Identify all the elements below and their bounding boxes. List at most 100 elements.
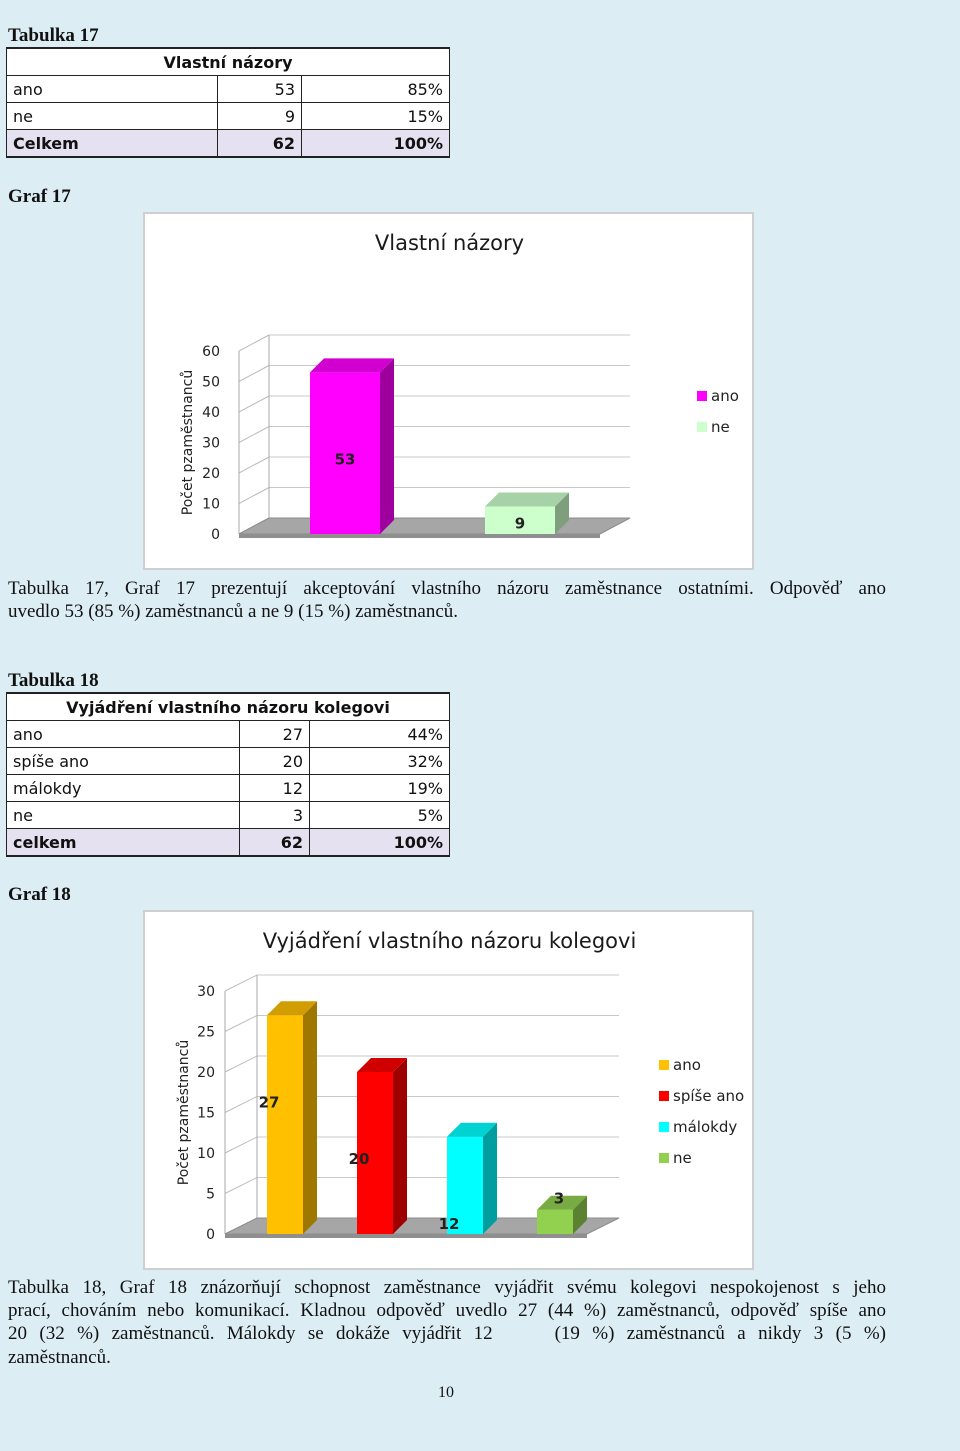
chart17: Vlastní názory Počet pzaměstnanců 0 10 20 30 4… [180,231,739,543]
gridline-side [238,426,270,443]
total-count: 62 [217,129,302,158]
table-total-row: Celkem 62 100% [6,129,450,158]
row-label: málokdy [6,774,240,802]
gridline-side [224,1015,258,1032]
bar-side [393,1058,407,1234]
y-tick-label: 20 [202,466,220,482]
graph17-caption: Graf 17 [8,186,71,207]
y-axis-label: Počet pzaměstnanců [176,1040,192,1186]
legend-label: ne [711,418,730,436]
row-percent: 15% [301,102,450,130]
bar-top [357,1058,407,1072]
row-count: 9 [217,102,302,130]
y-tick-label: 10 [202,497,220,513]
bar-top [537,1195,587,1210]
table18-header: Vyjádření vlastního názoru kolegovi [6,692,450,721]
paragraph18-line3: 20 (32 %) zaměstnanců. Málokdy se dokáže… [8,1323,886,1344]
row-label: ano [6,75,218,103]
table-row: ano 27 44% [6,720,450,748]
legend-swatch [659,1153,669,1163]
data-label: 12 [439,1215,460,1233]
bar-side [573,1195,587,1234]
chart-floor-edge [239,534,600,538]
row-percent: 85% [301,75,450,103]
table-row: ano 53 85% [6,75,450,103]
chart-floor-edge [225,1234,587,1238]
y-axis-label: Počet pzaměstnanců [180,370,196,516]
legend-label: spíše ano [673,1087,744,1105]
bar-top [267,1001,317,1016]
y-tick-label: 0 [211,527,220,543]
paragraph18-line2: prací, chováním nebo komunikací. Kladnou… [8,1300,886,1321]
gridline-side [238,487,270,504]
row-label: ne [6,102,218,130]
bar-ne [537,1209,573,1234]
legend-swatch [697,422,707,432]
row-label: ne [6,801,240,829]
table18: Vyjádření vlastního názoru kolegovi ano … [6,692,450,857]
total-percent: 100% [309,828,450,857]
y-tick-label: 20 [197,1065,215,1081]
bar-spíše-ano [357,1072,393,1234]
row-count: 12 [239,774,310,802]
row-percent: 19% [309,774,450,802]
gridline-side [238,395,270,413]
bar-side [303,1001,317,1234]
gridline-side [224,1136,258,1154]
legend-label: ano [673,1056,701,1074]
gridline-side [238,334,270,352]
paragraph17-line1: Tabulka 17, Graf 17 prezentují akceptová… [8,578,886,599]
gridline-side [224,1096,258,1113]
row-percent: 44% [309,720,450,748]
gridline-side [238,456,270,474]
bar-side [483,1122,497,1234]
row-count: 53 [217,75,302,103]
total-count: 62 [239,828,310,857]
y-tick-label: 30 [202,436,220,452]
total-percent: 100% [301,129,450,158]
gridline-side [238,365,270,382]
bar-ne [485,506,555,534]
row-percent: 5% [309,801,450,829]
legend-label: ne [673,1149,692,1167]
y-tick-label: 50 [202,375,220,391]
bar-ano [267,1015,303,1234]
legend-swatch [659,1060,669,1070]
legend-swatch [659,1091,669,1101]
paragraph18-line4: zaměstnanců. [8,1347,111,1368]
data-label: 3 [554,1190,564,1208]
bar-top [447,1122,497,1137]
gridline-side [224,974,258,992]
table17-caption: Tabulka 17 [8,25,99,46]
legend-swatch [697,391,707,401]
legend-label: málokdy [673,1118,737,1136]
bar-ano [310,372,380,534]
y-tick-label: 40 [202,405,220,421]
data-label: 27 [259,1093,280,1111]
table-row: ne 3 5% [6,801,450,829]
y-tick-label: 0 [206,1227,215,1243]
table17-header: Vlastní názory [6,47,450,76]
row-count: 3 [239,801,310,829]
table-row: málokdy 12 19% [6,774,450,802]
table-row: ne 9 15% [6,102,450,130]
table-total-row: celkem 62 100% [6,828,450,857]
data-label: 20 [349,1150,370,1168]
row-percent: 32% [309,747,450,775]
gridline-side [224,1055,258,1073]
y-tick-label: 10 [197,1146,215,1162]
chart18-box: Vyjádření vlastního názoru kolegovi Počet… [143,910,754,1270]
y-tick-label: 15 [197,1106,215,1122]
bar-top [310,358,394,373]
chart-floor [238,517,631,535]
y-tick-label: 30 [197,984,215,1000]
bar-top [485,492,569,507]
legend-label: ano [711,387,739,405]
row-label: ano [6,720,240,748]
chart18: Vyjádření vlastního názoru kolegovi Počet… [176,929,744,1243]
bar-málokdy [447,1136,483,1234]
y-tick-label: 60 [202,344,220,360]
data-label: 53 [335,450,356,468]
data-label: 9 [515,515,525,533]
total-label: Celkem [6,129,218,158]
